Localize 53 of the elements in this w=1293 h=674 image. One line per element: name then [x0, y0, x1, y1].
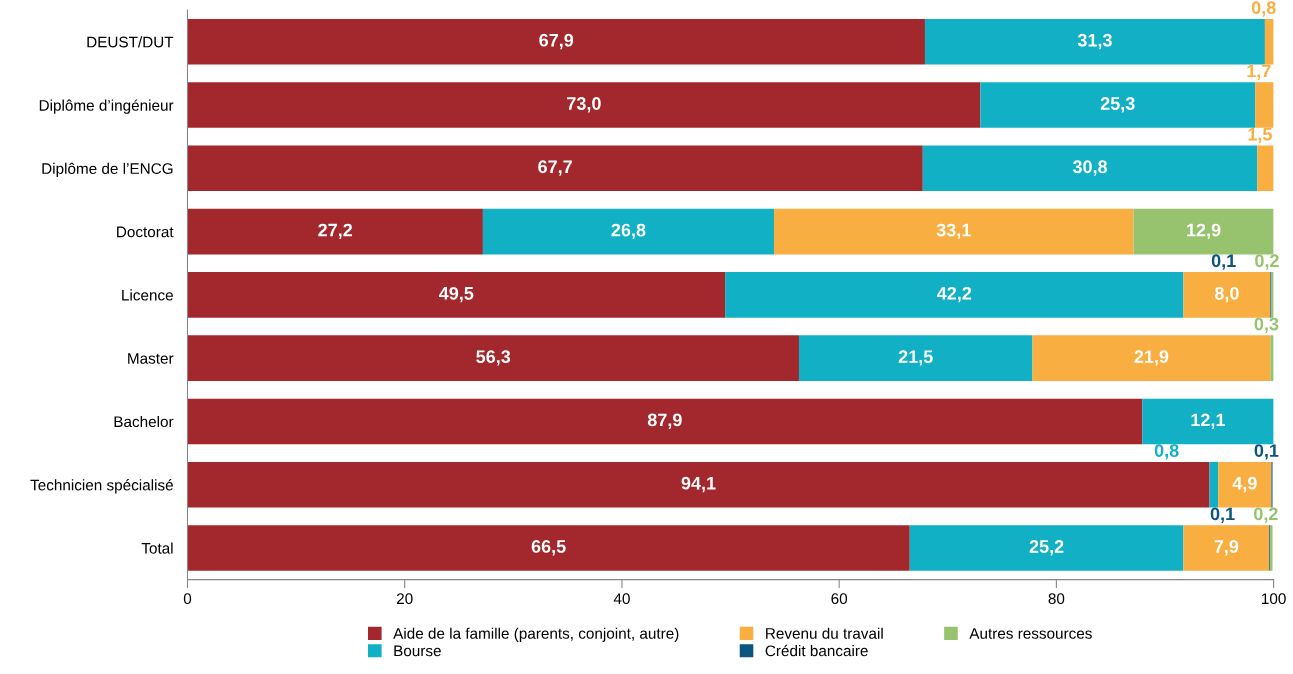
data-label: 25,2: [1029, 540, 1064, 556]
data-label: 4,9: [1232, 476, 1257, 493]
data-label: 0,8: [1154, 444, 1179, 460]
data-label: 21,9: [1134, 350, 1169, 366]
data-label: 0,8: [1251, 1, 1276, 17]
legend-label: Autres ressources: [969, 628, 1092, 639]
x-tick-label: 0: [183, 593, 192, 605]
data-label: 73,0: [567, 97, 601, 113]
data-label: 0,1: [1210, 507, 1235, 523]
data-label: 67,9: [539, 33, 574, 50]
data-label: 0,2: [1254, 507, 1278, 523]
x-tick-label: 40: [613, 593, 630, 605]
data-label: 12,9: [1187, 223, 1221, 240]
data-label: 94,1: [681, 476, 716, 493]
y-tick-label: DEUST/DUT: [87, 36, 174, 48]
legend-label: Crédit bancaire: [765, 644, 868, 657]
data-label: 8,0: [1214, 286, 1239, 303]
data-label: 0,1: [1254, 444, 1279, 460]
data-label: 30,8: [1072, 160, 1108, 176]
data-label: 1,7: [1247, 64, 1271, 80]
y-tick-label: Licence: [122, 289, 173, 301]
data-label: 66,5: [531, 540, 566, 556]
data-label: 26,8: [611, 223, 646, 240]
y-tick-label: Bachelor: [114, 415, 174, 428]
data-label: 0,3: [1254, 317, 1279, 334]
y-tick-label: Master: [128, 353, 174, 364]
data-label: 1,5: [1248, 127, 1272, 144]
y-tick-label: Total: [141, 542, 173, 554]
y-tick-label: Diplôme de l’ENCG: [42, 162, 173, 178]
x-tick-label: 100: [1262, 593, 1286, 605]
x-tick-label: 60: [831, 593, 848, 605]
data-label: 7,9: [1214, 540, 1239, 556]
legend-label: Revenu du travail: [766, 627, 883, 639]
data-label: 0,1: [1211, 254, 1236, 270]
data-label: 87,9: [647, 413, 682, 429]
y-tick-label: Doctorat: [117, 226, 174, 238]
data-label: 31,3: [1077, 33, 1112, 50]
x-tick-label: 20: [396, 593, 413, 605]
data-label: 33,1: [936, 223, 971, 240]
data-label: 0,2: [1255, 254, 1279, 270]
data-label: 67,7: [538, 160, 572, 176]
data-label: 42,2: [936, 286, 972, 303]
legend-label: Bourse: [394, 645, 441, 657]
y-tick-label: Diplôme d’ingénieur: [39, 99, 174, 114]
data-label: 56,3: [476, 350, 511, 366]
legend-label: Aide de la famille (parents, conjoint, autre): [393, 627, 679, 642]
data-label: 25,3: [1100, 97, 1135, 113]
data-label: 12,1: [1191, 413, 1225, 429]
data-label: 21,5: [898, 350, 933, 366]
x-tick-label: 80: [1048, 593, 1065, 605]
y-tick-label: Technicien spécialisé: [30, 479, 173, 494]
data-label: 49,5: [439, 286, 474, 303]
data-label: 27,2: [318, 223, 353, 240]
